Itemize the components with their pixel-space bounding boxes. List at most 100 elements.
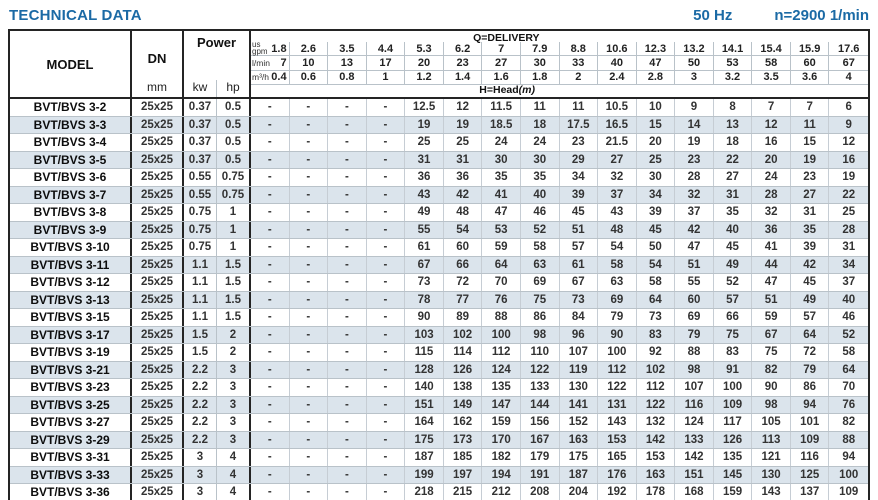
head-value-cell: -: [328, 256, 367, 273]
head-value-cell: 18: [521, 116, 560, 133]
head-value-cell: -: [251, 239, 290, 256]
flow-value-cell: 33: [560, 56, 599, 70]
head-value-cell: -: [290, 256, 329, 273]
head-value-cell: 31: [405, 151, 444, 168]
hp-cell: 1.5: [217, 291, 251, 308]
head-value-cell: 130: [560, 379, 599, 396]
head-value-cell: 31: [444, 151, 483, 168]
head-value-cell: 145: [714, 466, 753, 483]
head-value-cell: 102: [637, 361, 676, 378]
head-value-cell: 7: [791, 99, 830, 116]
head-value-cell: 37: [842, 276, 856, 289]
head-value-cell: 36: [405, 169, 444, 186]
head-value-cell: -: [251, 449, 290, 466]
head-value-cell: 153: [598, 431, 637, 448]
head-value-cell: -: [367, 256, 406, 273]
head-value-cell: 88: [482, 309, 521, 326]
table-row: BVT/BVS 3-36 25x25 3 4- - - -218 215 212 208 204 19…: [10, 484, 868, 500]
head-value-cell: 204: [560, 484, 599, 500]
model-cell: BVT/BVS 3-6: [10, 169, 132, 186]
head-value-cell: 66: [444, 256, 483, 273]
kw-cell: 0.75: [184, 204, 217, 221]
model-cell: BVT/BVS 3-13: [10, 291, 132, 308]
head-value-cell: 51: [560, 221, 599, 238]
hp-cell: 1.5: [217, 274, 251, 291]
head-value-cell: 208: [521, 484, 560, 500]
kw-cell: 0.37: [184, 134, 217, 151]
dn-cell: 25x25: [132, 186, 184, 203]
flow-value-cell: 1: [367, 70, 406, 84]
flow-value: 0.4: [271, 71, 287, 84]
head-value-cell: 39: [560, 186, 599, 203]
header-bar: TECHNICAL DATA 50 Hz n=2900 1/min: [0, 0, 878, 29]
head-value-cell: 165: [598, 449, 637, 466]
head-value-cell: 29: [560, 151, 599, 168]
head-value-cell: 167: [521, 431, 560, 448]
kw-cell: 1.1: [184, 309, 217, 326]
head-value-cell: -: [290, 484, 329, 500]
head-value-cell: 128: [405, 361, 444, 378]
head-value-cell: 45: [791, 274, 830, 291]
table-row: BVT/BVS 3-8 25x25 0.75 1- - - -49 48 47 46 45 43 39 3…: [10, 204, 868, 222]
hp-unit-label: hp: [216, 80, 249, 97]
head-value-cell: 153: [637, 449, 676, 466]
flow-value: 7: [280, 56, 287, 69]
head-value-cell: 100: [598, 344, 637, 361]
dn-cell: 25x25: [132, 449, 184, 466]
table-row: BVT/BVS 3-31 25x25 3 4- - - -187 185 182 179 175 16…: [10, 449, 868, 467]
head-value-cell: 197: [444, 466, 483, 483]
head-value-cell: -: [251, 396, 290, 413]
head-value-cell: 22: [714, 151, 753, 168]
power-label: Power: [196, 34, 236, 50]
head-value-cell: 30: [521, 151, 560, 168]
dn-cell: 25x25: [132, 291, 184, 308]
head-value-cell: 69: [521, 274, 560, 291]
head-value-cell: -: [328, 361, 367, 378]
head-value-cell: 35: [521, 169, 560, 186]
kw-cell: 1.5: [184, 344, 217, 361]
head-value-cell: -: [251, 466, 290, 483]
model-cell: BVT/BVS 3-23: [10, 379, 132, 396]
head-value-cell: -: [328, 431, 367, 448]
table-row: BVT/BVS 3-9 25x25 0.75 1- - - -55 54 53 52 51 48 45 4…: [10, 221, 868, 239]
head-value-cell: 19: [842, 171, 856, 184]
dn-cell: 25x25: [132, 309, 184, 326]
head-value-cell: -: [328, 466, 367, 483]
head-value-cell: 133: [521, 379, 560, 396]
head-value-cell: 63: [598, 274, 637, 291]
head-value-cell: 64: [791, 326, 830, 343]
head-value-cell: -: [290, 414, 329, 431]
head-value-cell: -: [328, 134, 367, 151]
table-row: BVT/BVS 3-11 25x25 1.1 1.5- - - -67 66 64 63 61 58 5…: [10, 256, 868, 274]
flow-value-cell: 17: [367, 56, 406, 70]
head-value-cell: -: [251, 204, 290, 221]
head-value-cell: 187: [405, 449, 444, 466]
head-value-cell: -: [251, 256, 290, 273]
head-value-cell: -: [290, 431, 329, 448]
head-value-cell: 98: [675, 361, 714, 378]
dn-cell: 25x25: [132, 326, 184, 343]
head-value-cell: 49: [791, 291, 830, 308]
model-cell: BVT/BVS 3-10: [10, 239, 132, 256]
dn-cell: 25x25: [132, 274, 184, 291]
head-value-cell: 61: [405, 239, 444, 256]
flow-unit-label: us gpm: [252, 40, 268, 56]
flow-value-cell: 40: [598, 56, 637, 70]
dn-label: DN: [147, 51, 167, 66]
head-value-cell: 67: [560, 274, 599, 291]
model-cell: BVT/BVS 3-36: [10, 484, 132, 500]
head-value-cell: 76: [482, 291, 521, 308]
header-specs: 50 Hz n=2900 1/min: [693, 7, 869, 24]
head-value-cell: 69: [675, 309, 714, 326]
head-value-cell: 47: [482, 204, 521, 221]
head-value-cell: -: [328, 344, 367, 361]
head-value-cell: -: [328, 274, 367, 291]
head-value-cell: -: [328, 169, 367, 186]
head-value-cell: 96: [560, 326, 599, 343]
head-value-cell: 36: [444, 169, 483, 186]
head-value-cell: 10.5: [598, 99, 637, 116]
head-value-cell: 11: [791, 116, 830, 133]
head-value-cell: 25: [842, 206, 856, 219]
head-value-cell: -: [251, 326, 290, 343]
